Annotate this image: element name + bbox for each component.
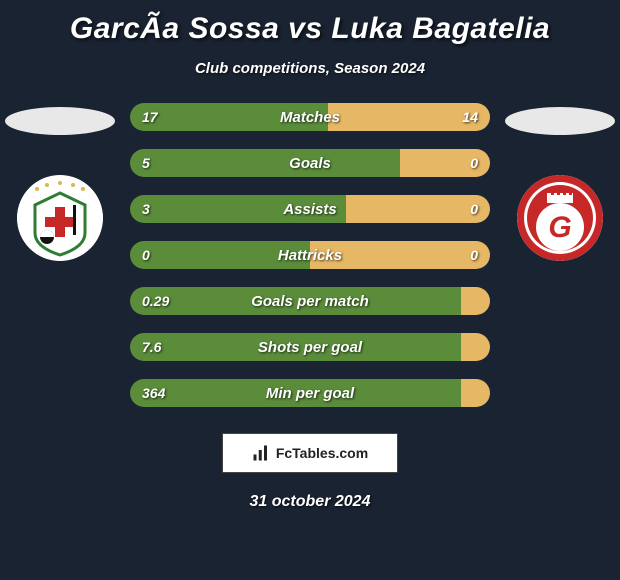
- stat-label: Hattricks: [130, 241, 490, 269]
- stat-label: Shots per goal: [130, 333, 490, 361]
- stat-value-right: [466, 287, 490, 315]
- stat-value-right: 0: [458, 195, 490, 223]
- stat-value-right: [466, 379, 490, 407]
- stat-row: 5Goals0: [130, 149, 490, 177]
- club-left-ellipse: [5, 107, 115, 135]
- stat-label: Assists: [130, 195, 490, 223]
- stat-row: 0.29Goals per match: [130, 287, 490, 315]
- footer-logo[interactable]: FcTables.com: [222, 433, 398, 473]
- footer-logo-text: FcTables.com: [276, 445, 368, 461]
- stat-label: Matches: [130, 103, 490, 131]
- stats-list: 17Matches145Goals03Assists00Hattricks00.…: [130, 103, 490, 407]
- page-title: GarcÃ­a Sossa vs Luka Bagatelia: [0, 0, 620, 46]
- stat-label: Min per goal: [130, 379, 490, 407]
- svg-text:G: G: [548, 211, 571, 244]
- page-subtitle: Club competitions, Season 2024: [0, 60, 620, 77]
- club-right-ellipse: [505, 107, 615, 135]
- comparison-panel: G 17Matches145Goals03Assists00Hattricks0…: [0, 103, 620, 407]
- stat-row: 0Hattricks0: [130, 241, 490, 269]
- stat-label: Goals per match: [130, 287, 490, 315]
- stat-row: 364Min per goal: [130, 379, 490, 407]
- stat-row: 3Assists0: [130, 195, 490, 223]
- stat-value-right: 0: [458, 241, 490, 269]
- chart-icon: [252, 444, 270, 462]
- footer-date: 31 october 2024: [0, 493, 620, 511]
- club-left-badge: [17, 175, 103, 261]
- club-right-badge-icon: G: [517, 175, 603, 261]
- club-right-badge: G: [517, 175, 603, 261]
- stat-value-right: [466, 333, 490, 361]
- club-left-badge-icon: [17, 175, 103, 261]
- club-right-column: G: [500, 103, 620, 261]
- stat-value-right: 0: [458, 149, 490, 177]
- stat-value-right: 14: [450, 103, 490, 131]
- stat-label: Goals: [130, 149, 490, 177]
- stat-row: 7.6Shots per goal: [130, 333, 490, 361]
- club-left-column: [0, 103, 120, 261]
- stat-row: 17Matches14: [130, 103, 490, 131]
